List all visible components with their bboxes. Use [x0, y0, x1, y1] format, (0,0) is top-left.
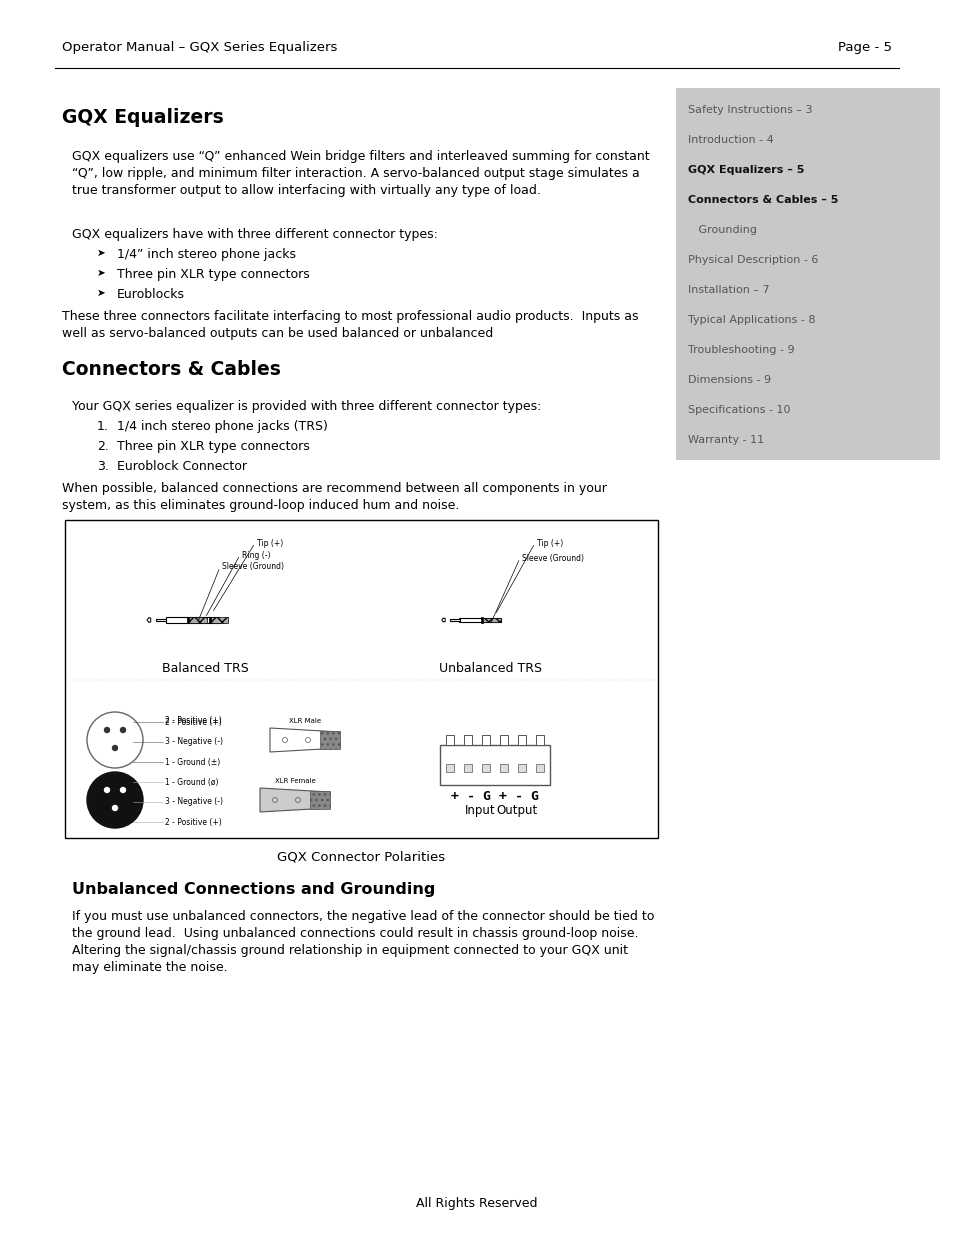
Text: Input: Input: [464, 804, 495, 818]
Text: XLR Female: XLR Female: [274, 778, 315, 784]
Bar: [499, 764, 507, 772]
Circle shape: [105, 727, 110, 732]
Text: Connectors & Cables: Connectors & Cables: [62, 359, 280, 379]
Bar: [517, 764, 525, 772]
Text: Grounding: Grounding: [687, 225, 757, 235]
Text: Ring (-): Ring (-): [242, 551, 271, 559]
Text: GQX equalizers have with three different connector types:: GQX equalizers have with three different…: [71, 228, 437, 241]
Polygon shape: [270, 727, 339, 752]
Text: ➤: ➤: [97, 248, 106, 258]
Circle shape: [112, 746, 117, 751]
FancyArrow shape: [441, 618, 445, 622]
Bar: [446, 735, 454, 745]
Text: Troubleshooting - 9: Troubleshooting - 9: [687, 345, 794, 354]
Bar: [446, 764, 454, 772]
Text: Dimensions - 9: Dimensions - 9: [687, 375, 770, 385]
Text: Euroblock Connector: Euroblock Connector: [117, 459, 247, 473]
Text: ➤: ➤: [97, 268, 106, 278]
Text: 1 - Ground (ø): 1 - Ground (ø): [165, 778, 218, 787]
Text: Operator Manual – GQX Series Equalizers: Operator Manual – GQX Series Equalizers: [62, 42, 337, 54]
Bar: [209, 616, 211, 624]
Text: Output: Output: [496, 804, 537, 818]
Text: 1.: 1.: [97, 420, 109, 433]
Text: 2.: 2.: [97, 440, 109, 453]
Bar: [676, 88, 939, 459]
Text: Introduction - 4: Introduction - 4: [687, 135, 773, 144]
Bar: [481, 735, 490, 745]
Circle shape: [87, 713, 143, 768]
Text: Tip (+): Tip (+): [537, 538, 562, 547]
Bar: [463, 764, 472, 772]
Text: + - G + - G: + - G + - G: [451, 790, 538, 803]
Text: 2 - Positive (+): 2 - Positive (+): [165, 715, 221, 725]
Text: All Rights Reserved: All Rights Reserved: [416, 1197, 537, 1210]
Text: These three connectors facilitate interfacing to most professional audio product: These three connectors facilitate interf…: [62, 310, 638, 340]
Text: 3.: 3.: [97, 459, 109, 473]
Text: Unbalanced TRS: Unbalanced TRS: [438, 662, 541, 676]
Bar: [536, 735, 543, 745]
Text: Safety Instructions – 3: Safety Instructions – 3: [687, 105, 812, 115]
Text: When possible, balanced connections are recommend between all components in your: When possible, balanced connections are …: [62, 482, 606, 513]
Text: 1/4” inch stereo phone jacks: 1/4” inch stereo phone jacks: [117, 248, 295, 261]
Bar: [536, 764, 543, 772]
FancyArrow shape: [147, 618, 151, 622]
Bar: [499, 735, 507, 745]
Text: XLR Male: XLR Male: [289, 718, 321, 724]
Text: Three pin XLR type connectors: Three pin XLR type connectors: [117, 440, 310, 453]
Text: Tip (+): Tip (+): [256, 538, 283, 547]
Text: Specifications - 10: Specifications - 10: [687, 405, 790, 415]
Text: 2 - Positive (+): 2 - Positive (+): [165, 818, 221, 826]
Circle shape: [112, 805, 117, 810]
Bar: [517, 735, 525, 745]
Text: Balanced TRS: Balanced TRS: [161, 662, 248, 676]
Text: Physical Description - 6: Physical Description - 6: [687, 254, 818, 266]
Bar: [480, 618, 482, 622]
Text: GQX equalizers use “Q” enhanced Wein bridge filters and interleaved summing for : GQX equalizers use “Q” enhanced Wein bri…: [71, 149, 649, 198]
Text: GQX Equalizers: GQX Equalizers: [62, 107, 224, 127]
Text: Unbalanced Connections and Grounding: Unbalanced Connections and Grounding: [71, 882, 435, 897]
Text: GQX Connector Polarities: GQX Connector Polarities: [277, 850, 445, 863]
Bar: [458, 618, 500, 622]
Polygon shape: [260, 788, 330, 811]
Circle shape: [105, 788, 110, 793]
Bar: [211, 618, 228, 622]
Bar: [481, 764, 490, 772]
Text: Sleeve (Ground): Sleeve (Ground): [222, 562, 284, 572]
Text: Euroblocks: Euroblocks: [117, 288, 185, 301]
Text: Page - 5: Page - 5: [837, 42, 891, 54]
Text: 2 - Positive (+): 2 - Positive (+): [165, 718, 221, 726]
Text: 1 - Ground (±): 1 - Ground (±): [165, 757, 220, 767]
Text: Typical Applications - 8: Typical Applications - 8: [687, 315, 815, 325]
Text: Three pin XLR type connectors: Three pin XLR type connectors: [117, 268, 310, 282]
Circle shape: [120, 788, 126, 793]
Text: Warranty - 11: Warranty - 11: [687, 435, 763, 445]
Bar: [449, 619, 459, 621]
Bar: [188, 616, 190, 624]
Bar: [482, 618, 500, 622]
Text: 3 - Negative (-): 3 - Negative (-): [165, 798, 223, 806]
Bar: [310, 790, 330, 809]
Bar: [319, 731, 339, 748]
Text: Your GQX series equalizer is provided with three different connector types:: Your GQX series equalizer is provided wi…: [71, 400, 540, 412]
Bar: [156, 619, 167, 621]
Text: ➤: ➤: [97, 288, 106, 298]
Bar: [439, 745, 550, 785]
Text: GQX Equalizers – 5: GQX Equalizers – 5: [687, 165, 803, 175]
Bar: [463, 735, 472, 745]
Bar: [65, 520, 658, 839]
Circle shape: [87, 772, 143, 827]
Text: Installation – 7: Installation – 7: [687, 285, 769, 295]
Bar: [189, 618, 207, 622]
Text: 1/4 inch stereo phone jacks (TRS): 1/4 inch stereo phone jacks (TRS): [117, 420, 328, 433]
Text: 3 - Negative (-): 3 - Negative (-): [165, 737, 223, 746]
Text: Sleeve (Ground): Sleeve (Ground): [521, 553, 583, 562]
Bar: [167, 618, 219, 622]
Circle shape: [120, 727, 126, 732]
Text: If you must use unbalanced connectors, the negative lead of the connector should: If you must use unbalanced connectors, t…: [71, 910, 654, 974]
Text: Connectors & Cables – 5: Connectors & Cables – 5: [687, 195, 838, 205]
